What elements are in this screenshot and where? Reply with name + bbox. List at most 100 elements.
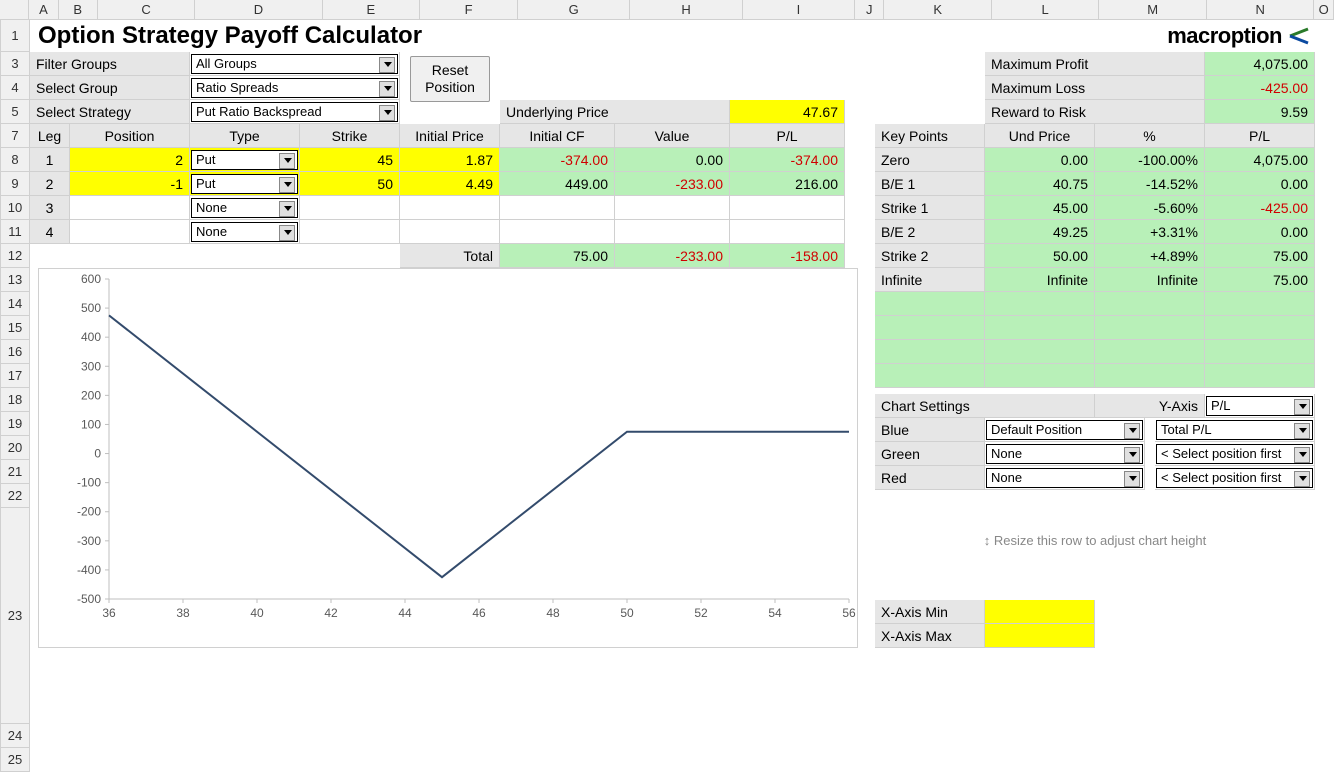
leg-initial-price-input[interactable]	[400, 196, 500, 220]
leg-strike-input[interactable]: 45	[300, 148, 400, 172]
reset-position-button[interactable]: Reset Position	[410, 56, 490, 102]
row-header[interactable]: 9	[0, 172, 30, 196]
leg-initial-price-input[interactable]: 4.49	[400, 172, 500, 196]
row-header[interactable]: 22	[0, 484, 30, 508]
svg-text:400: 400	[81, 330, 101, 344]
red-position-dropdown[interactable]: None	[986, 468, 1143, 488]
legs-header-ip: Initial Price	[400, 124, 500, 148]
leg-type-dropdown[interactable]: None	[191, 222, 298, 242]
leg-position-input[interactable]	[70, 196, 190, 220]
svg-text:36: 36	[102, 606, 116, 620]
svg-text:46: 46	[472, 606, 486, 620]
row-header[interactable]: 4	[0, 76, 30, 100]
leg-strike-input[interactable]	[300, 220, 400, 244]
row-header[interactable]: 10	[0, 196, 30, 220]
row-header[interactable]: 8	[0, 148, 30, 172]
row-header[interactable]: 23	[0, 508, 30, 724]
total-pl: -158.00	[730, 244, 845, 268]
leg-value	[615, 220, 730, 244]
underlying-price-value[interactable]: 47.67	[730, 100, 845, 124]
row-header[interactable]: 25	[0, 748, 30, 772]
green-position-dropdown[interactable]: None	[986, 444, 1143, 464]
svg-text:-300: -300	[77, 534, 101, 548]
leg-position-input[interactable]: -1	[70, 172, 190, 196]
col-header[interactable]: A	[29, 0, 58, 19]
kp-header-pl: P/L	[1205, 124, 1315, 148]
legs-header-leg: Leg	[30, 124, 70, 148]
leg-pl: -374.00	[730, 148, 845, 172]
row-header[interactable]: 13	[0, 268, 30, 292]
kp-pl: -425.00	[1205, 196, 1315, 220]
leg-value: 0.00	[615, 148, 730, 172]
filter-groups-dropdown[interactable]: All Groups	[191, 54, 398, 74]
row-header[interactable]: 3	[0, 52, 30, 76]
xaxis-min-input[interactable]	[985, 600, 1095, 624]
chart-settings-label: Chart Settings	[875, 394, 1095, 418]
col-header[interactable]: F	[420, 0, 518, 19]
leg-type-dropdown[interactable]: None	[191, 198, 298, 218]
col-header[interactable]: B	[59, 0, 98, 19]
logo-icon	[1288, 26, 1314, 46]
leg-type-dropdown[interactable]: Put	[191, 174, 298, 194]
row-header[interactable]: 17	[0, 364, 30, 388]
select-strategy-dropdown[interactable]: Put Ratio Backspread	[191, 102, 398, 122]
row-header[interactable]: 7	[0, 124, 30, 148]
col-header[interactable]: E	[323, 0, 421, 19]
col-header[interactable]: N	[1207, 0, 1315, 19]
yaxis-dropdown[interactable]: P/L	[1206, 396, 1313, 416]
col-header[interactable]: H	[630, 0, 742, 19]
kp-label: Zero	[875, 148, 985, 172]
leg-initial-price-input[interactable]: 1.87	[400, 148, 500, 172]
reward-risk-label: Reward to Risk	[985, 100, 1205, 124]
leg-type-dropdown[interactable]: Put	[191, 150, 298, 170]
blue-position-dropdown[interactable]: Default Position	[986, 420, 1143, 440]
col-header[interactable]: G	[518, 0, 630, 19]
row-header[interactable]: 15	[0, 316, 30, 340]
blue-series-dropdown[interactable]: Total P/L	[1156, 420, 1313, 440]
spreadsheet: ABCDEFGHIJKLMNO 134578910111213141516171…	[0, 0, 1334, 686]
max-profit-value: 4,075.00	[1205, 52, 1315, 76]
row-header[interactable]: 5	[0, 100, 30, 124]
kp-price: 50.00	[985, 244, 1095, 268]
col-header[interactable]: L	[992, 0, 1100, 19]
row-header[interactable]: 16	[0, 340, 30, 364]
svg-text:54: 54	[768, 606, 782, 620]
leg-strike-input[interactable]	[300, 196, 400, 220]
kp-label: Infinite	[875, 268, 985, 292]
xaxis-max-input[interactable]	[985, 624, 1095, 648]
leg-position-input[interactable]	[70, 220, 190, 244]
kp-pct: +4.89%	[1095, 244, 1205, 268]
row-header[interactable]: 20	[0, 436, 30, 460]
red-series-dropdown[interactable]: < Select position first	[1156, 468, 1313, 488]
kp-price: 45.00	[985, 196, 1095, 220]
col-header[interactable]: O	[1314, 0, 1334, 19]
col-header[interactable]: C	[98, 0, 196, 19]
svg-text:-400: -400	[77, 563, 101, 577]
kp-label: Strike 1	[875, 196, 985, 220]
row-header[interactable]: 12	[0, 244, 30, 268]
svg-text:40: 40	[250, 606, 264, 620]
row-header[interactable]: 24	[0, 724, 30, 748]
row-header[interactable]: 18	[0, 388, 30, 412]
logo: macroption	[1167, 23, 1314, 49]
leg-position-input[interactable]: 2	[70, 148, 190, 172]
green-series-dropdown[interactable]: < Select position first	[1156, 444, 1313, 464]
row-header[interactable]: 1	[0, 20, 30, 52]
col-header[interactable]: J	[855, 0, 884, 19]
row-header[interactable]: 19	[0, 412, 30, 436]
kp-pl: 75.00	[1205, 268, 1315, 292]
select-group-dropdown[interactable]: Ratio Spreads	[191, 78, 398, 98]
select-strategy-label: Select Strategy	[30, 100, 190, 124]
xaxis-min-label: X-Axis Min	[875, 600, 985, 624]
kp-label: B/E 1	[875, 172, 985, 196]
leg-initial-price-input[interactable]	[400, 220, 500, 244]
col-header[interactable]: D	[195, 0, 322, 19]
col-header[interactable]: K	[884, 0, 992, 19]
row-header[interactable]: 21	[0, 460, 30, 484]
row-header[interactable]: 14	[0, 292, 30, 316]
kp-label: B/E 2	[875, 220, 985, 244]
col-header[interactable]: I	[743, 0, 855, 19]
leg-strike-input[interactable]: 50	[300, 172, 400, 196]
col-header[interactable]: M	[1099, 0, 1207, 19]
row-header[interactable]: 11	[0, 220, 30, 244]
